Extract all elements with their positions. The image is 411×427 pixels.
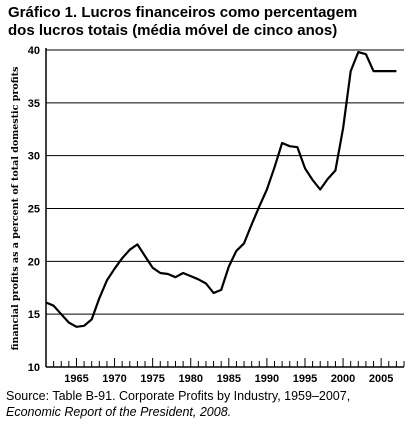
y-tick-label: 15: [28, 309, 40, 321]
axes: [45, 48, 404, 368]
chart-title-line-1: Gráfico 1. Lucros financeiros como perce…: [8, 4, 358, 21]
source-note: Source: Table B-91. Corporate Profits by…: [6, 388, 410, 420]
y-axis-label: financial profits as a percent of total …: [10, 67, 21, 351]
grid-lines: [46, 49, 404, 315]
source-line-1: Source: Table B-91. Corporate Profits by…: [6, 389, 351, 403]
x-tick-label: 1975: [140, 373, 164, 385]
source-line-2: Economic Report of the President, 2008.: [6, 405, 232, 419]
y-tick-label: 20: [28, 256, 40, 268]
x-tick-label: 1980: [178, 373, 202, 385]
x-tick-label: 1995: [293, 373, 317, 385]
chart-title-line-2: dos lucros totais (média móvel de cinco …: [8, 22, 338, 39]
series-line: [45, 51, 397, 328]
x-tick-label: 1970: [102, 373, 126, 385]
y-tick-label: 30: [28, 151, 40, 163]
x-tick-label: 1965: [64, 373, 88, 385]
x-tick-label: 2000: [331, 373, 355, 385]
x-tick-label: 1990: [255, 373, 279, 385]
y-tick-label: 40: [28, 45, 40, 57]
x-tick-label: 1985: [217, 373, 241, 385]
y-axis-ticks: 10 15 20 25 30 35 40: [28, 45, 40, 374]
y-tick-label: 10: [28, 362, 40, 374]
y-tick-label: 25: [28, 204, 40, 216]
y-tick-label: 35: [28, 98, 40, 110]
chart-title: Gráfico 1. Lucros financeiros como perce…: [8, 4, 408, 40]
x-tick-label: 2005: [369, 373, 393, 385]
x-axis-ticks: 1965 1970 1975 1980 1985 1990 1995 2000 2005: [45, 358, 405, 385]
